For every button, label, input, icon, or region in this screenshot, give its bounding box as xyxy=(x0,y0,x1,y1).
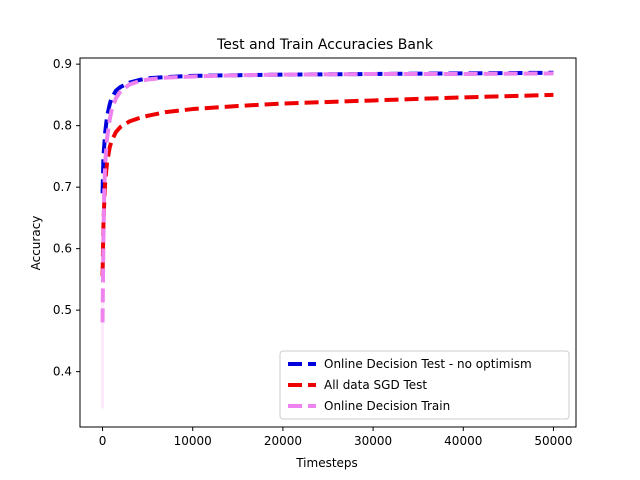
y-axis-label: Accuracy xyxy=(29,216,43,271)
x-axis-label: Timesteps xyxy=(295,456,358,470)
series-layer xyxy=(100,70,554,323)
x-tick-label: 40000 xyxy=(444,434,482,448)
x-tick-label: 10000 xyxy=(174,434,212,448)
x-tick-label: 30000 xyxy=(354,434,392,448)
y-tick-label: 0.8 xyxy=(53,119,72,133)
y-tick-label: 0.5 xyxy=(53,303,72,317)
y-tick-label: 0.7 xyxy=(53,180,72,194)
x-tick-label: 20000 xyxy=(264,434,302,448)
y-tick-label: 0.9 xyxy=(53,57,72,71)
series-line-2 xyxy=(100,71,554,323)
y-tick-label: 0.6 xyxy=(53,242,72,256)
x-tick-label: 0 xyxy=(99,434,107,448)
axes-layer: 0 10000 20000 30000 40000 50000 0.4 0.5 0.6 0.7 0.… xyxy=(53,57,577,448)
x-tick-label: 50000 xyxy=(534,434,572,448)
series-line-1 xyxy=(100,92,554,277)
legend-label-0: Online Decision Test - no optimism xyxy=(324,357,532,371)
legend-label-2: Online Decision Train xyxy=(324,399,450,413)
legend-box xyxy=(279,350,570,420)
y-tick-label: 0.4 xyxy=(53,365,72,379)
legend: Online Decision Test - no optimism All da… xyxy=(279,350,570,420)
chart-title: Test and Train Accuracies Bank xyxy=(216,37,434,53)
legend-label-1: All data SGD Test xyxy=(324,378,427,392)
plot-area-frame xyxy=(79,57,577,428)
